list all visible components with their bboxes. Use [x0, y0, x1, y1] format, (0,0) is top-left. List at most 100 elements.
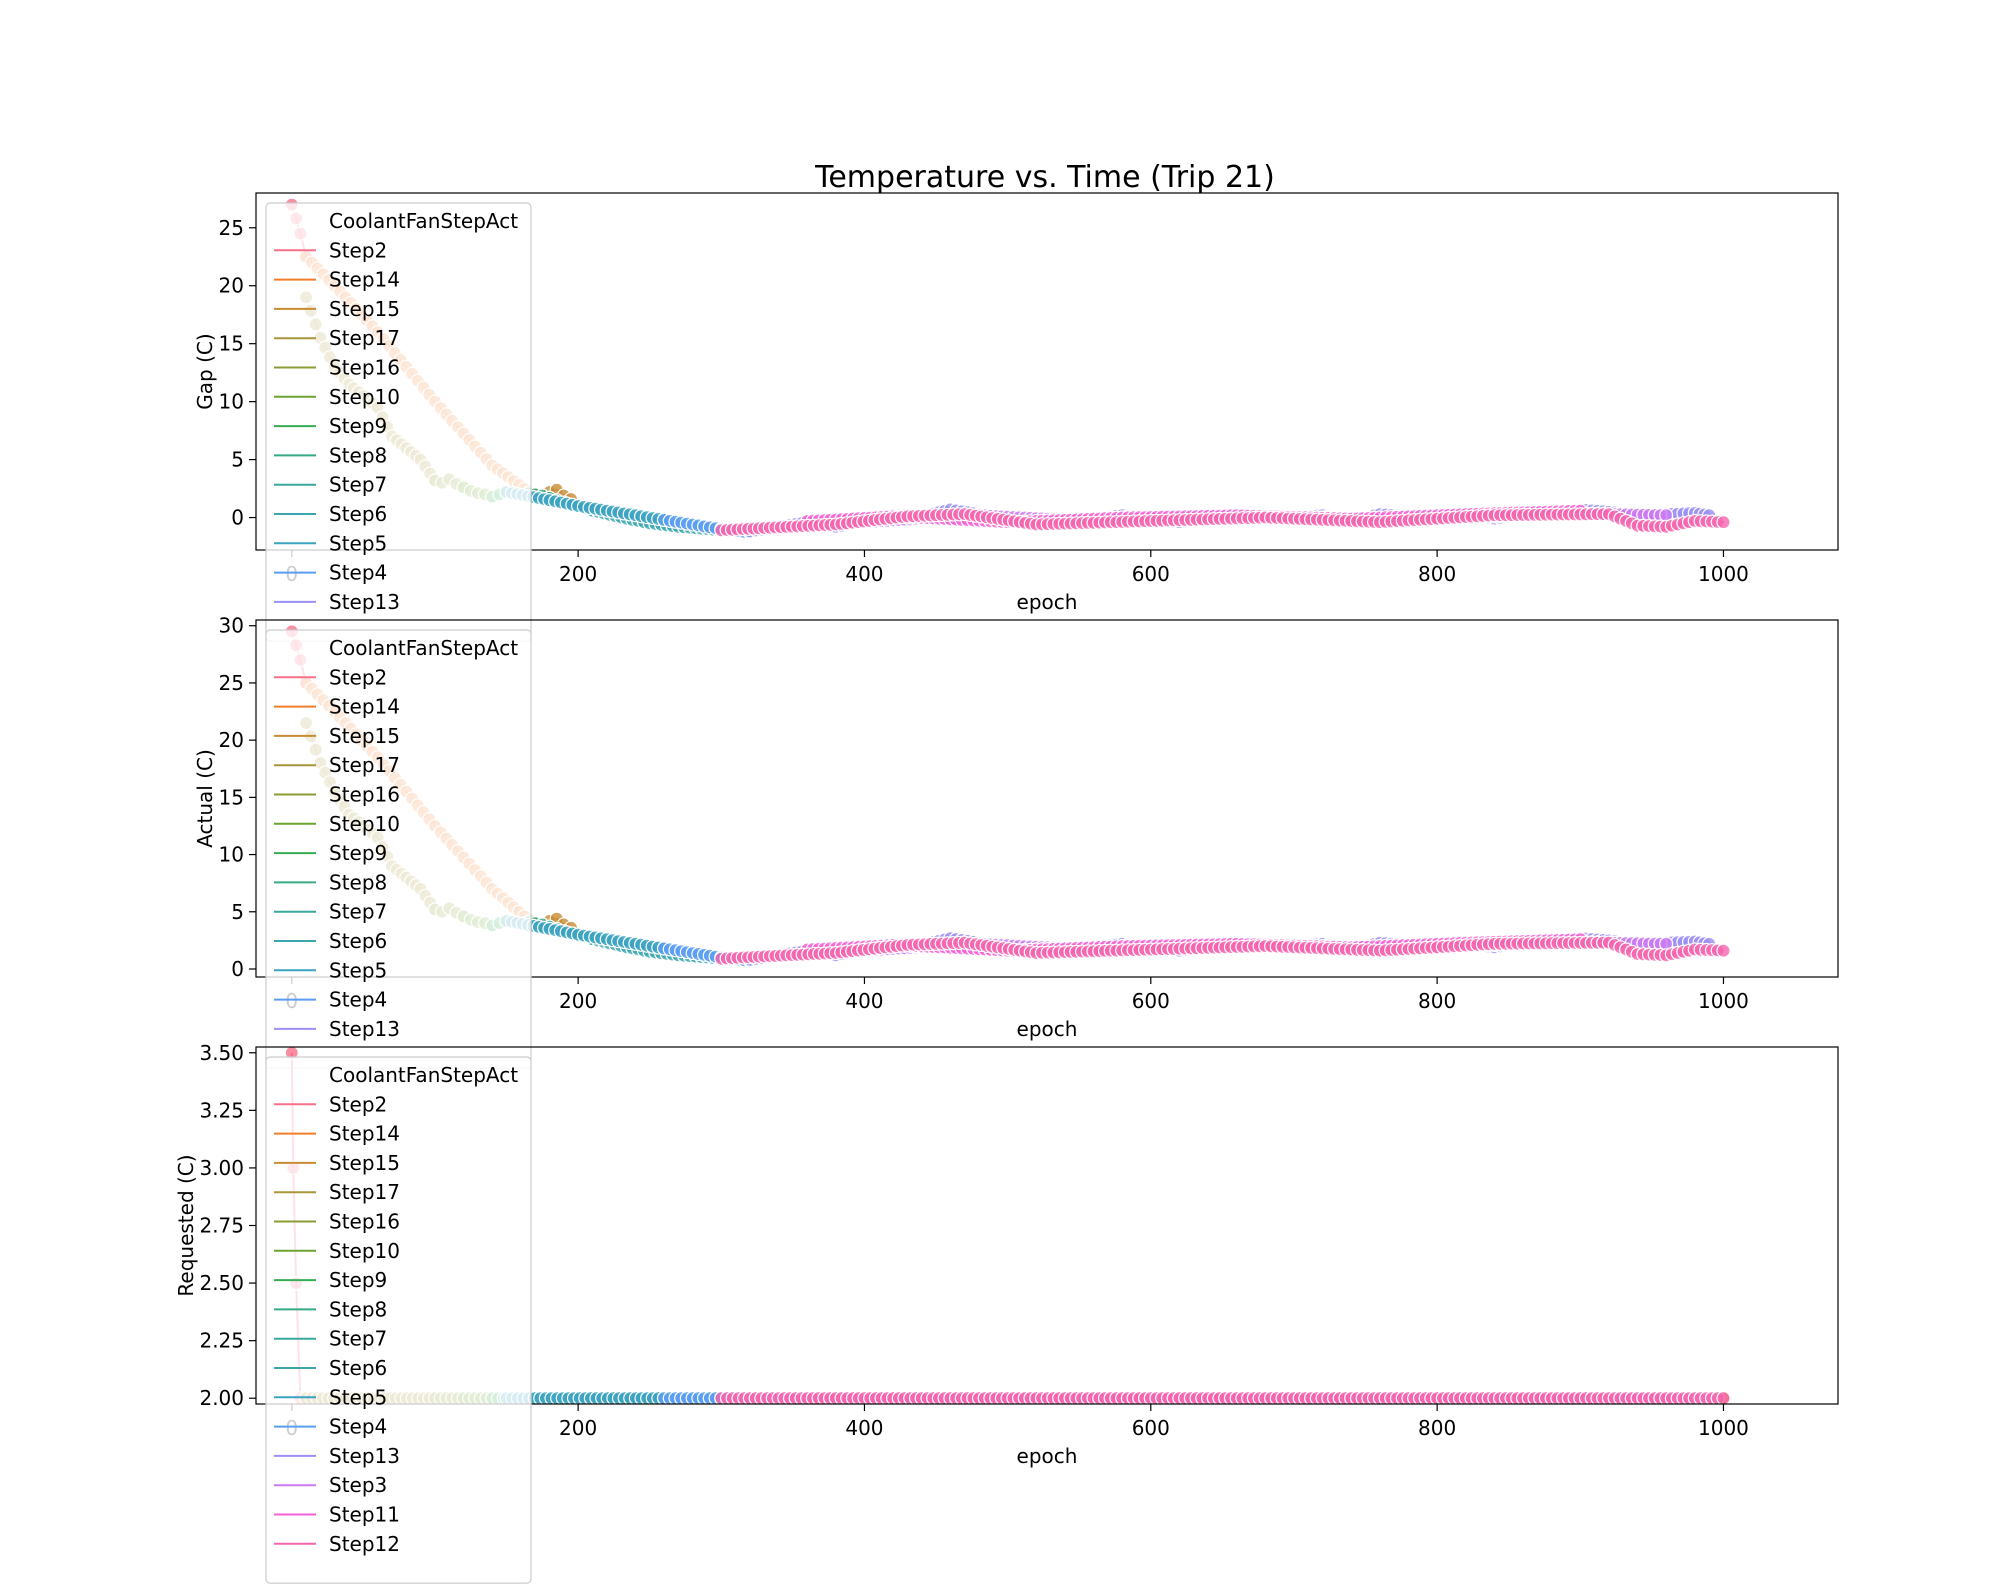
legend-box — [265, 1056, 532, 1584]
x-axis-label: epoch — [1017, 590, 1078, 614]
legend-label-step12: Step12 — [329, 1532, 400, 1556]
legend: CoolantFanStepAct Step2 Step14 Step15 Step17… — [265, 1056, 532, 1584]
legend-label-step9: Step9 — [329, 841, 387, 865]
chart-panel-2: 02004006008001000051015202530epochActual… — [193, 614, 1839, 1069]
x-tick-label: 400 — [845, 1416, 883, 1440]
series-markers-step12 — [714, 1391, 1731, 1404]
series-markers-step12 — [714, 506, 1731, 538]
y-tick-label: 2.25 — [199, 1329, 244, 1353]
y-tick-label: 0 — [231, 506, 244, 530]
legend-label-step8: Step8 — [329, 870, 387, 894]
plot-area — [284, 1047, 1731, 1404]
chart-panel-3: 020040060080010002.002.252.502.753.003.2… — [174, 1041, 1839, 1584]
x-tick-label: 600 — [1132, 562, 1170, 586]
legend-label-step15: Step15 — [329, 297, 400, 321]
legend-label-step16: Step16 — [329, 783, 400, 807]
legend-label-step15: Step15 — [329, 1151, 400, 1175]
y-tick-label: 20 — [219, 728, 244, 752]
axes-frame — [255, 192, 1839, 551]
y-tick-label: 20 — [219, 274, 244, 298]
legend-label-step5: Step5 — [329, 1385, 387, 1409]
y-axis-label: Actual (C) — [193, 749, 217, 848]
legend-label-step8: Step8 — [329, 1297, 387, 1321]
y-tick-label: 3.00 — [199, 1156, 244, 1180]
y-tick-label: 10 — [219, 390, 244, 414]
y-tick-label: 2.00 — [199, 1386, 244, 1410]
chart-panel-1: 020040060080010000510152025epochGap (C)C… — [193, 192, 1839, 642]
legend-title: CoolantFanStepAct — [329, 209, 518, 233]
legend-label-step4: Step4 — [329, 561, 387, 585]
legend-label-step17: Step17 — [329, 326, 400, 350]
legend-label-step4: Step4 — [329, 1415, 387, 1439]
legend-label-step7: Step7 — [329, 900, 387, 924]
legend-label-step17: Step17 — [329, 1180, 400, 1204]
legend-label-step11: Step11 — [329, 1503, 400, 1527]
legend-label-step7: Step7 — [329, 473, 387, 497]
x-tick-label: 200 — [559, 562, 597, 586]
y-axis-label: Requested (C) — [174, 1154, 198, 1296]
y-tick-label: 3.25 — [199, 1098, 244, 1122]
legend-label-step10: Step10 — [329, 812, 400, 836]
legend-label-step8: Step8 — [329, 443, 387, 467]
y-tick-label: 15 — [219, 332, 244, 356]
x-tick-label: 800 — [1418, 562, 1456, 586]
x-tick-label: 600 — [1132, 989, 1170, 1013]
x-tick-label: 200 — [559, 1416, 597, 1440]
legend-label-step2: Step2 — [329, 238, 387, 262]
legend-title: CoolantFanStepAct — [329, 1063, 518, 1087]
legend-label-step5: Step5 — [329, 531, 387, 555]
x-axis-label: epoch — [1017, 1444, 1078, 1468]
legend-label-step6: Step6 — [329, 1356, 387, 1380]
x-tick-label: 200 — [559, 989, 597, 1013]
figure-title: Temperature vs. Time (Trip 21) — [814, 160, 1275, 195]
x-axis-label: epoch — [1017, 1017, 1078, 1041]
legend-label-step6: Step6 — [329, 502, 387, 526]
legend-label-step15: Step15 — [329, 724, 400, 748]
y-tick-label: 5 — [231, 900, 244, 924]
legend-label-step3: Step3 — [329, 1473, 387, 1497]
legend: CoolantFanStepAct Step2 Step14 Step15 Step17… — [265, 629, 532, 1069]
x-tick-label: 400 — [845, 562, 883, 586]
axes-frame — [255, 619, 1839, 978]
legend-label-step13: Step13 — [329, 1017, 400, 1041]
data-point — [1716, 943, 1731, 958]
y-tick-label: 2.75 — [199, 1214, 244, 1238]
y-tick-label: 2.50 — [199, 1271, 244, 1295]
y-tick-label: 5 — [231, 448, 244, 472]
legend-label-step10: Step10 — [329, 385, 400, 409]
legend: CoolantFanStepAct Step2 Step14 Step15 Step17… — [265, 202, 532, 642]
legend-label-step9: Step9 — [329, 1268, 387, 1292]
legend-title: CoolantFanStepAct — [329, 636, 518, 660]
x-tick-label: 800 — [1418, 989, 1456, 1013]
y-tick-label: 10 — [219, 843, 244, 867]
legend-label-step6: Step6 — [329, 929, 387, 953]
y-tick-label: 25 — [219, 216, 244, 240]
legend-label-step4: Step4 — [329, 988, 387, 1012]
x-tick-label: 600 — [1132, 1416, 1170, 1440]
panels: 0 200 400 600 800 1000 0 5 10 15 20 25 epoch Gap (C) C… — [174, 192, 1839, 1584]
y-tick-label: 15 — [219, 785, 244, 809]
legend-label-step2: Step2 — [329, 665, 387, 689]
legend-label-step5: Step5 — [329, 958, 387, 982]
x-tick-label: 800 — [1418, 1416, 1456, 1440]
y-tick-label: 30 — [219, 614, 244, 638]
legend-label-step10: Step10 — [329, 1239, 400, 1263]
legend-label-step2: Step2 — [329, 1092, 387, 1116]
y-axis-label: Gap (C) — [193, 333, 217, 409]
legend-label-step14: Step14 — [329, 268, 400, 292]
series-markers-step12 — [714, 935, 1731, 966]
x-tick-label: 400 — [845, 989, 883, 1013]
legend-label-step16: Step16 — [329, 356, 400, 380]
y-tick-label: 0 — [231, 957, 244, 981]
legend-label-step16: Step16 — [329, 1210, 400, 1234]
legend-label-step13: Step13 — [329, 1444, 400, 1468]
data-point — [1716, 515, 1731, 530]
data-point — [1716, 1391, 1731, 1404]
x-tick-label: 1000 — [1698, 1416, 1749, 1440]
x-tick-label: 1000 — [1698, 562, 1749, 586]
legend-label-step14: Step14 — [329, 695, 400, 719]
legend-label-step17: Step17 — [329, 753, 400, 777]
y-tick-label: 3.50 — [199, 1041, 244, 1065]
y-tick-label: 25 — [219, 671, 244, 695]
